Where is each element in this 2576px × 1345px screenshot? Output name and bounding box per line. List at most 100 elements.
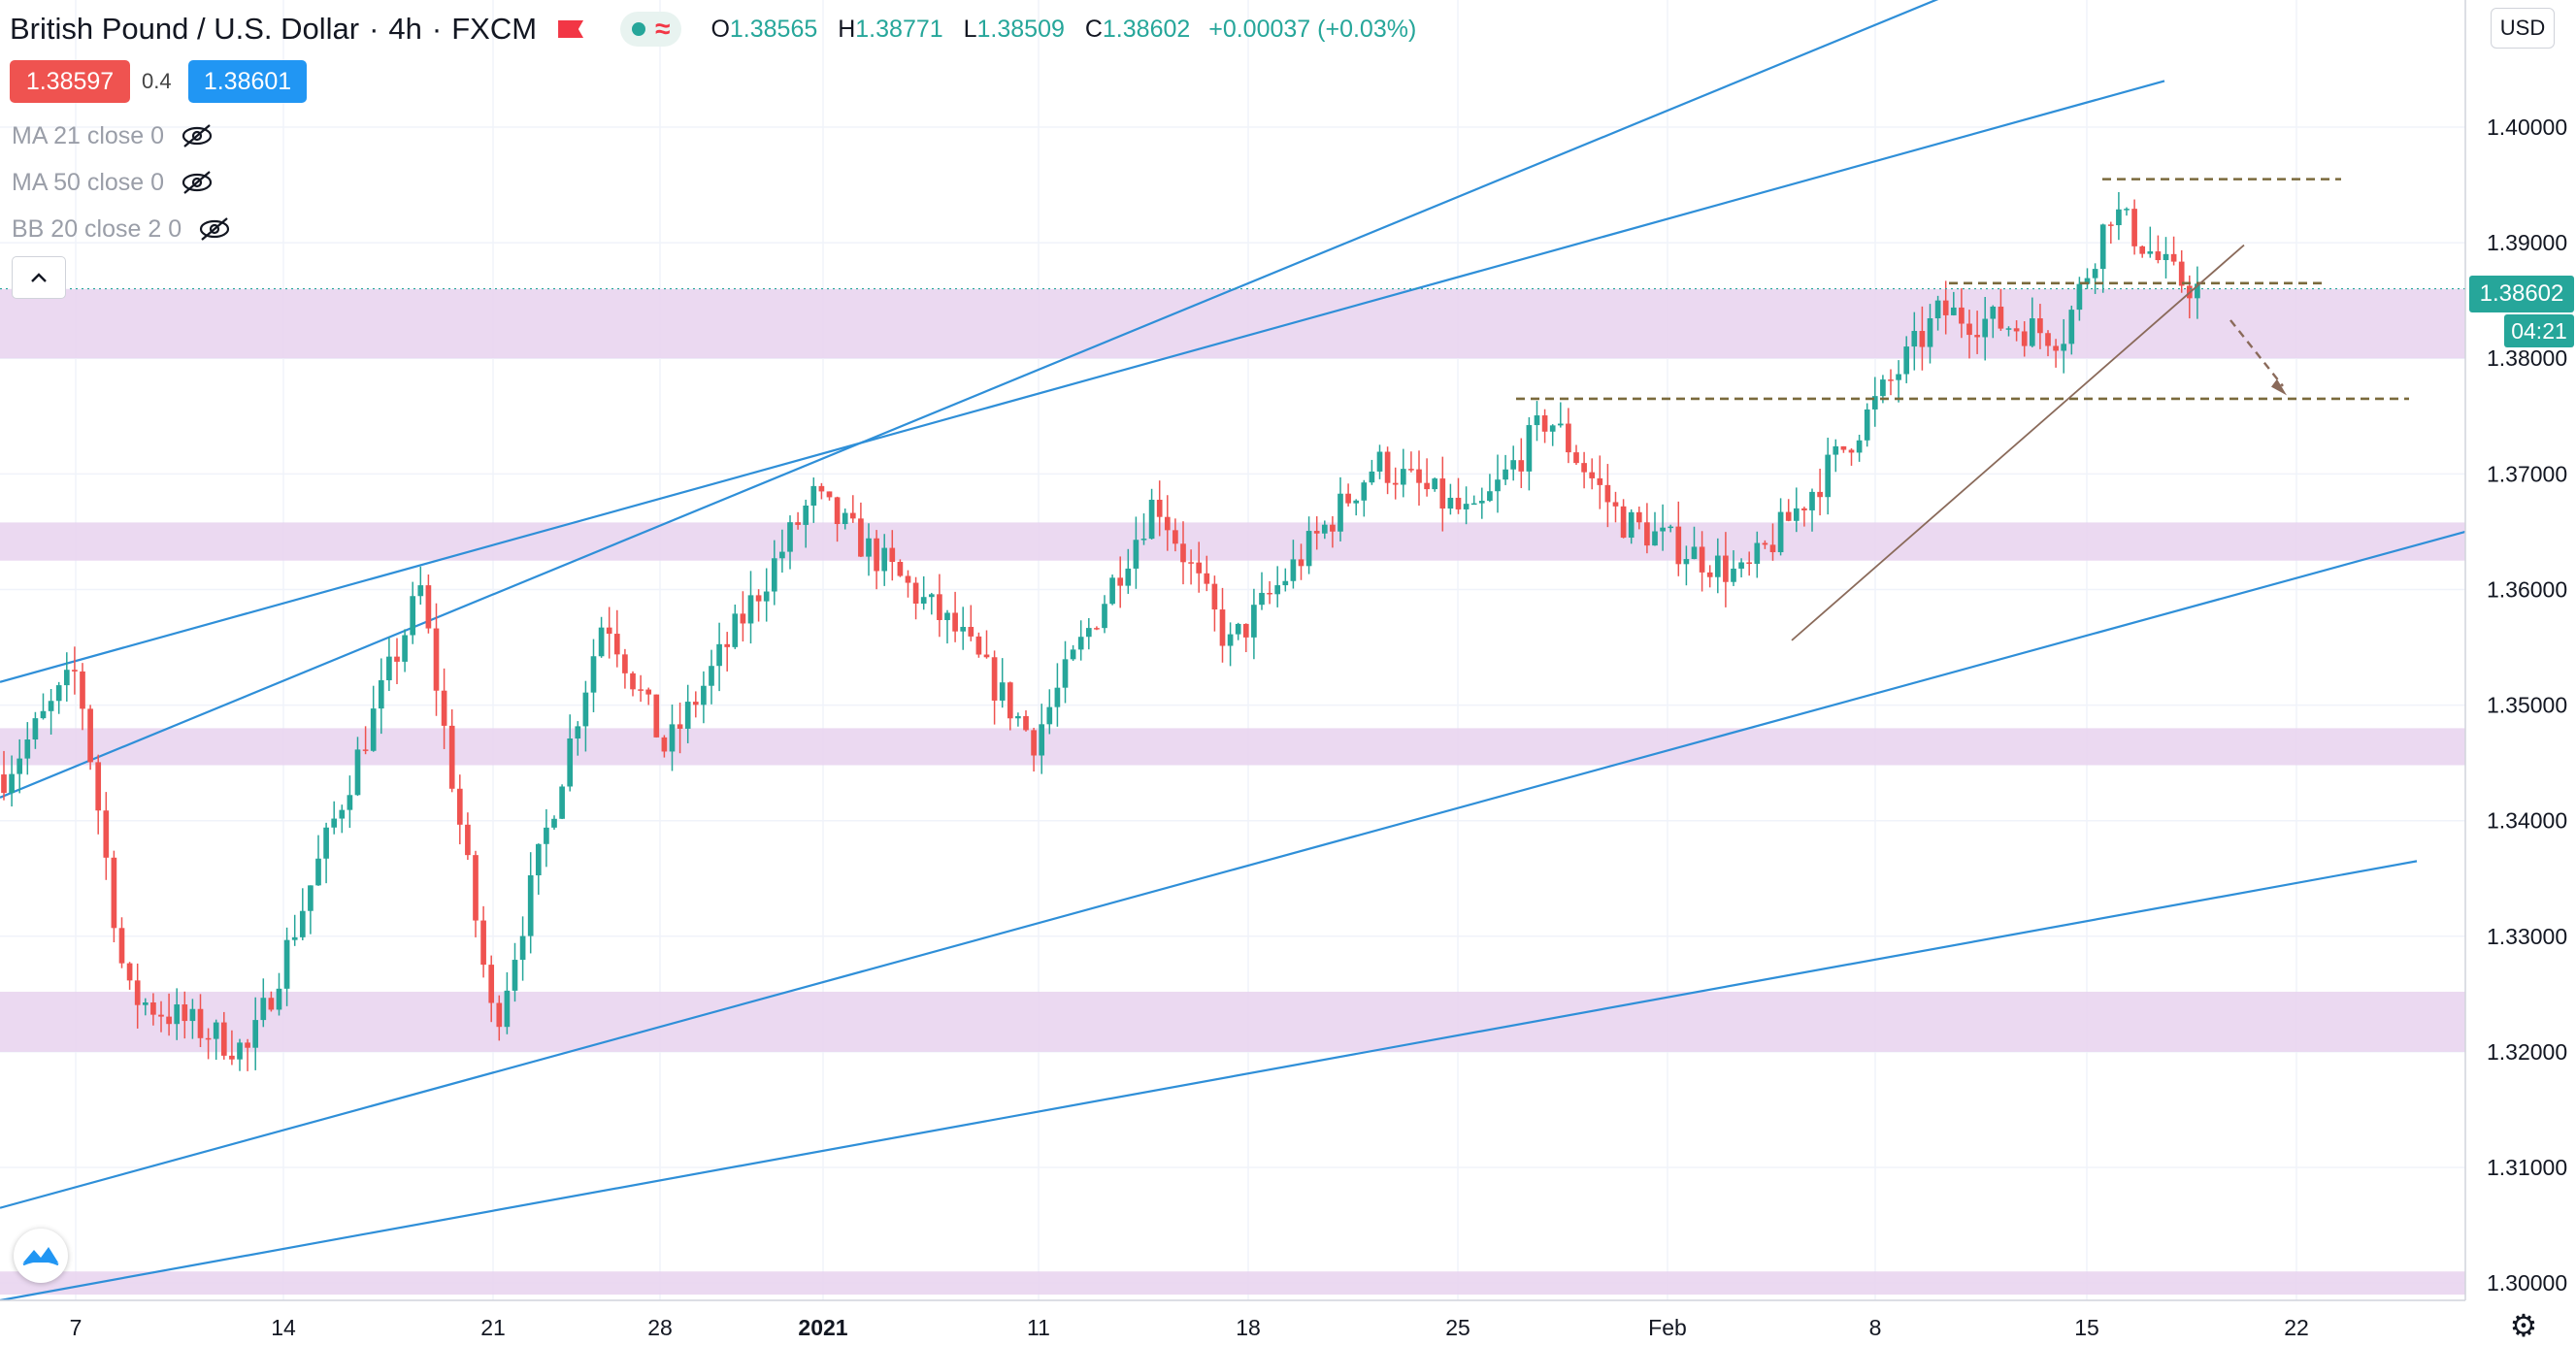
- eye-off-icon[interactable]: [197, 214, 232, 244]
- candle-body: [260, 998, 267, 1021]
- flag-icon[interactable]: [558, 20, 584, 38]
- symbol-header: British Pound / U.S. Dollar · 4h · FXCM …: [10, 10, 1416, 49]
- indicator-ma21[interactable]: MA 21 close 0: [12, 118, 215, 153]
- symbol-name[interactable]: British Pound / U.S. Dollar: [10, 12, 360, 46]
- candle-body: [2163, 253, 2169, 261]
- candle-body: [701, 685, 707, 705]
- candle-body: [496, 1002, 503, 1028]
- chevron-up-icon: [31, 273, 47, 282]
- candle-body: [677, 724, 683, 729]
- candle-body: [456, 788, 463, 825]
- candle-body: [2131, 209, 2137, 246]
- candle-body: [425, 585, 432, 629]
- candle-body: [1880, 379, 1886, 397]
- candle-body: [1267, 592, 1272, 595]
- candle-body: [2170, 253, 2177, 262]
- tradingview-logo[interactable]: [14, 1229, 68, 1283]
- candle-body: [1731, 568, 1736, 582]
- candle-body: [72, 670, 78, 672]
- candle-body: [1518, 460, 1525, 472]
- candle-body: [1102, 604, 1107, 629]
- candle-body: [197, 1008, 204, 1038]
- y-tick-label: 1.30000: [2487, 1270, 2567, 1296]
- candle-body: [410, 596, 416, 636]
- candle-body: [1990, 306, 1997, 319]
- candle-body: [32, 718, 39, 740]
- candle-body: [488, 965, 495, 1003]
- candle-body: [1919, 331, 1926, 347]
- buy-button[interactable]: 1.38601: [188, 60, 307, 103]
- currency-button[interactable]: USD: [2491, 8, 2555, 49]
- indicator-bb20[interactable]: BB 20 close 2 0: [12, 212, 232, 246]
- candle-body: [1204, 573, 1210, 584]
- candle-body: [795, 522, 801, 525]
- currency-label: USD: [2499, 16, 2546, 40]
- candle-body: [763, 591, 770, 602]
- sell-button[interactable]: 1.38597: [10, 60, 130, 103]
- sr-zone: [0, 522, 2465, 561]
- x-tick-label: 18: [1236, 1315, 1261, 1340]
- candle-body: [1251, 605, 1257, 638]
- candle-body: [1, 774, 7, 794]
- candle-body: [740, 613, 746, 624]
- candle-body: [519, 935, 526, 961]
- separator: ·: [369, 12, 380, 46]
- collapse-legend-button[interactable]: [12, 256, 66, 299]
- candle-body: [362, 749, 369, 751]
- candle-body: [134, 980, 141, 1005]
- y-tick-label: 1.35000: [2487, 693, 2567, 718]
- candle-body: [2092, 269, 2098, 279]
- y-tick-label: 1.34000: [2487, 808, 2567, 834]
- candle-body: [1188, 562, 1194, 564]
- x-tick-label: 25: [1445, 1315, 1470, 1340]
- indicator-ma50[interactable]: MA 50 close 0: [12, 165, 215, 200]
- candle-body: [1487, 491, 1493, 502]
- candle-body: [1974, 335, 1980, 338]
- candle-body: [638, 689, 644, 691]
- price-axis[interactable]: 1.40000 1.39000 1.38000 1.37000 1.36000 1.350…: [2464, 0, 2576, 1345]
- last-price-text: 1.38602: [2479, 280, 2564, 307]
- candle-body: [448, 725, 455, 789]
- interval[interactable]: 4h: [388, 12, 422, 46]
- candle-body: [276, 988, 282, 1010]
- channel-line: [0, 860, 2418, 1302]
- candle-body: [1597, 477, 1603, 485]
- candle-body: [1557, 423, 1564, 426]
- candle-body: [465, 824, 471, 856]
- candle-body: [866, 538, 872, 557]
- candle-body: [1848, 449, 1855, 453]
- candle-body: [1840, 445, 1847, 450]
- candle-body: [17, 758, 23, 774]
- y-tick-label: 1.32000: [2487, 1039, 2567, 1065]
- candle-body: [118, 928, 125, 964]
- market-status-pill[interactable]: ≈: [620, 12, 682, 47]
- candle-body: [1235, 623, 1241, 635]
- candle-body: [1612, 502, 1619, 507]
- sr-zone: [0, 1271, 2465, 1296]
- x-tick-label: 8: [1869, 1315, 1882, 1340]
- candle-body: [1282, 580, 1289, 586]
- candle-body: [402, 635, 408, 662]
- eye-off-icon[interactable]: [180, 168, 215, 197]
- candle-body: [142, 1002, 149, 1005]
- candle-body: [182, 1004, 188, 1022]
- candle-body: [709, 666, 714, 686]
- candle-body: [1503, 469, 1508, 480]
- candle-body: [2037, 318, 2043, 334]
- candle-body: [1305, 531, 1312, 567]
- candle-body: [944, 612, 950, 620]
- sell-price: 1.38597: [25, 67, 115, 95]
- candle-body: [975, 636, 982, 655]
- candle-body: [291, 936, 298, 940]
- settings-gear-icon[interactable]: ⚙: [2509, 1308, 2538, 1343]
- candle-body: [535, 843, 542, 876]
- time-axis[interactable]: 7 14 21 28 2021 11 18 25 Feb 8 15 22: [0, 1299, 2465, 1345]
- chart-legend: British Pound / U.S. Dollar · 4h · FXCM …: [0, 0, 2465, 299]
- eye-off-icon[interactable]: [180, 121, 215, 150]
- candle-body: [2178, 261, 2185, 286]
- candle-body: [1785, 511, 1792, 521]
- candle-body: [473, 855, 479, 921]
- high-label: H: [838, 15, 856, 43]
- candle-body: [1470, 503, 1477, 506]
